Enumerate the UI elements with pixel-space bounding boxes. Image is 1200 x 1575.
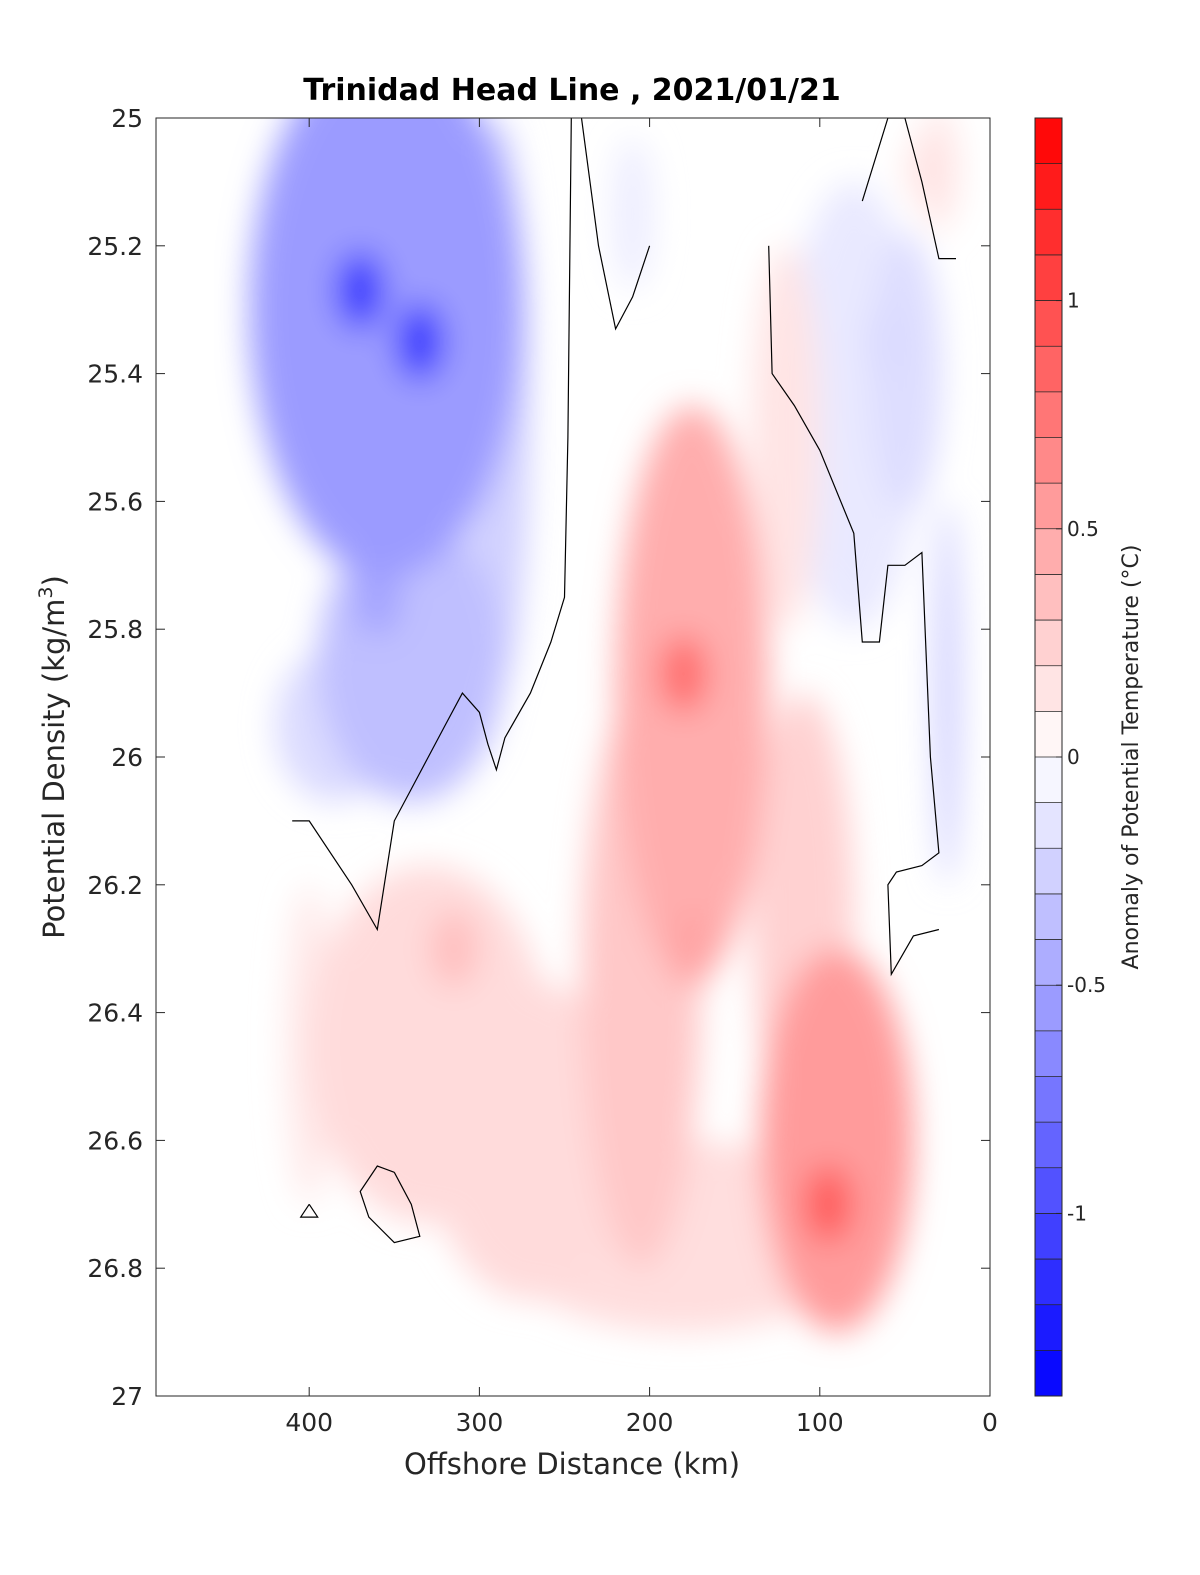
colorbar-tick-label: -0.5 xyxy=(1067,973,1106,997)
colorbar-band xyxy=(1035,665,1062,712)
anomaly-patch xyxy=(612,137,653,291)
colorbar: 1 0.5 0 -0.5 -1 Anomaly of Potential Tempera… xyxy=(1034,117,1144,1397)
colorbar-band xyxy=(1035,620,1062,667)
x-tick-label: 0 xyxy=(982,1408,998,1437)
colorbar-band xyxy=(1035,574,1062,621)
colorbar-band xyxy=(1035,985,1062,1032)
y-axis-label-superscript: 3 xyxy=(35,586,57,598)
colorbar-band xyxy=(1035,757,1062,804)
x-axis-label: Offshore Distance (km) xyxy=(404,1447,740,1481)
colorbar-band xyxy=(1035,346,1062,393)
colorbar-band xyxy=(1035,1350,1062,1397)
zero-contour xyxy=(359,1165,421,1244)
y-tick-label: 25.8 xyxy=(87,615,143,644)
colorbar-band xyxy=(1035,391,1062,438)
y-tick-label: 25 xyxy=(111,104,143,133)
colorbar-band xyxy=(1035,1259,1062,1306)
y-tick-label: 26.4 xyxy=(87,999,143,1028)
x-axis: 400 300 200 100 0 xyxy=(285,118,998,1437)
anomaly-patch xyxy=(933,501,962,885)
colorbar-band xyxy=(1035,1167,1062,1214)
zero-contour xyxy=(861,118,956,260)
colorbar-label: Anomaly of Potential Temperature (°C) xyxy=(1119,545,1144,970)
anomaly-patch xyxy=(249,118,522,578)
zero-contour xyxy=(292,118,572,932)
y-axis-label-main: Potential Density (kg/m xyxy=(37,599,71,939)
x-tick-label: 200 xyxy=(626,1408,674,1437)
colorbar-band xyxy=(1035,802,1062,849)
y-axis-label: Potential Density (kg/m3) xyxy=(35,575,71,939)
anomaly-patch xyxy=(430,910,478,988)
anomaly-patch xyxy=(285,884,334,1205)
anomaly-patch xyxy=(336,252,385,329)
y-tick-label: 25.6 xyxy=(87,487,143,516)
zero-contour xyxy=(580,118,651,331)
anomaly-patch xyxy=(395,303,444,380)
y-tick-label: 27 xyxy=(111,1382,143,1411)
y-tick-label: 26.8 xyxy=(87,1254,143,1283)
x-tick-label: 400 xyxy=(285,1408,333,1437)
colorbar-band xyxy=(1035,118,1062,165)
colorbar-band xyxy=(1035,848,1062,895)
anomaly-field xyxy=(249,118,962,1333)
colorbar-tick-label: -1 xyxy=(1067,1201,1087,1225)
colorbar-band xyxy=(1035,893,1062,941)
anomaly-patch xyxy=(659,635,708,713)
anomaly-patch xyxy=(668,910,716,988)
colorbar-band xyxy=(1035,711,1062,758)
anomaly-patch xyxy=(751,245,820,630)
y-axis: 25 25.2 25.4 25.6 25.8 26 26.2 26.4 26.6 26.8 27 xyxy=(87,104,990,1411)
colorbar-band xyxy=(1035,528,1062,575)
anomaly-patch xyxy=(906,130,955,208)
y-tick-label: 25.4 xyxy=(87,360,143,389)
zero-contour xyxy=(768,245,940,977)
colorbar-band xyxy=(1035,1122,1062,1169)
x-tick-label: 300 xyxy=(456,1408,504,1437)
anomaly-patch xyxy=(864,303,912,380)
colorbar-band xyxy=(1035,209,1062,256)
colorbar-band xyxy=(1035,254,1062,302)
colorbar-band xyxy=(1035,1213,1062,1260)
y-tick-label: 26.6 xyxy=(87,1126,143,1155)
chart-title: Trinidad Head Line , 2021/01/21 xyxy=(303,73,840,108)
x-tick-label: 100 xyxy=(796,1408,844,1437)
colorbar-bands xyxy=(1035,118,1062,1397)
colorbar-band xyxy=(1035,300,1062,347)
colorbar-band xyxy=(1035,1076,1062,1123)
y-tick-label: 26 xyxy=(111,743,143,772)
colorbar-band xyxy=(1035,1304,1062,1351)
colorbar-tick-label: 1 xyxy=(1067,289,1080,313)
anomaly-patch xyxy=(804,1165,853,1243)
colorbar-band xyxy=(1035,163,1062,210)
colorbar-band xyxy=(1035,939,1062,986)
y-tick-label: 25.2 xyxy=(87,232,143,261)
y-axis-label-suffix: ) xyxy=(37,575,71,586)
colorbar-band xyxy=(1035,1030,1062,1077)
colorbar-ticks: 1 0.5 0 -0.5 -1 xyxy=(1056,289,1106,1225)
anomaly-patch xyxy=(867,233,943,515)
zero-contour-lines xyxy=(292,118,956,1244)
colorbar-band xyxy=(1035,483,1062,530)
zero-contour xyxy=(299,1203,319,1218)
colorbar-tick-label: 0.5 xyxy=(1067,517,1099,541)
colorbar-tick-label: 0 xyxy=(1067,745,1080,769)
y-tick-label: 26.2 xyxy=(87,871,143,900)
colorbar-band xyxy=(1035,437,1062,484)
anomaly-patch xyxy=(760,948,914,1333)
anomaly-patch xyxy=(428,980,633,1301)
anomaly-patch xyxy=(353,558,402,636)
